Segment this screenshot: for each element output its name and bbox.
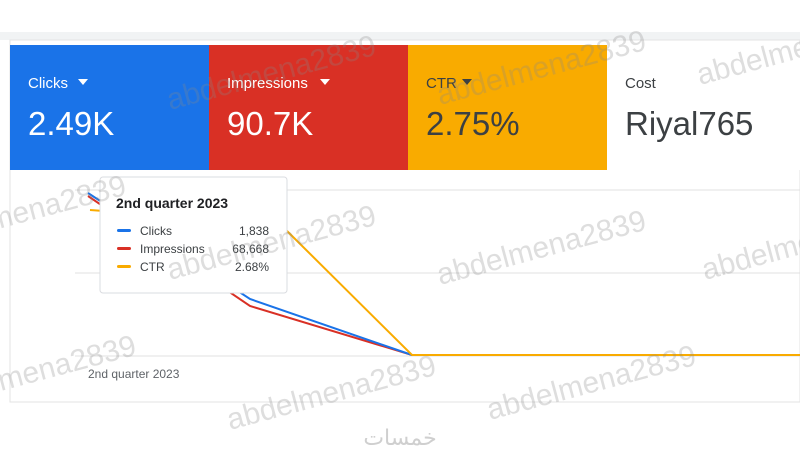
legend-swatch — [117, 265, 131, 268]
tooltip-value: 1,838 — [239, 224, 269, 238]
x-axis-label: 2nd quarter 2023 — [88, 367, 180, 381]
tooltip-title: 2nd quarter 2023 — [116, 195, 228, 211]
tooltip-name: CTR — [140, 260, 165, 274]
metric-label: CTR — [426, 75, 457, 92]
dropdown-icon — [78, 79, 88, 85]
metric-label: Impressions — [227, 75, 308, 92]
metric-label: Clicks — [28, 75, 68, 92]
card-bg — [607, 45, 800, 170]
tooltip-name: Clicks — [140, 224, 172, 238]
metric-value: Riyal765 — [625, 105, 753, 142]
metric-card[interactable]: Cost Riyal765 — [607, 45, 800, 170]
legend-swatch — [117, 247, 131, 250]
footer-logo: خمسات — [363, 425, 436, 450]
dropdown-icon — [320, 79, 330, 85]
metric-card[interactable]: Impressions 90.7K — [209, 45, 408, 170]
metric-value: 2.49K — [28, 105, 114, 142]
metric-value: 2.75% — [426, 105, 520, 142]
card-bg — [408, 45, 607, 170]
tooltip-name: Impressions — [140, 242, 205, 256]
card-bg — [10, 45, 209, 170]
top-band — [0, 32, 800, 40]
card-bg — [209, 45, 408, 170]
legend-swatch — [117, 229, 131, 232]
tooltip-value: 2.68% — [235, 260, 269, 274]
tooltip: 2nd quarter 2023 Clicks 1,838 Impression… — [99, 176, 288, 294]
tooltip-box — [99, 176, 288, 294]
metric-label: Cost — [625, 75, 657, 92]
tooltip-value: 68,668 — [232, 242, 269, 256]
metric-card[interactable]: Clicks 2.49K — [10, 45, 209, 170]
metric-value: 90.7K — [227, 105, 313, 142]
metric-card[interactable]: CTR 2.75% — [408, 45, 607, 170]
dropdown-icon — [462, 79, 472, 85]
